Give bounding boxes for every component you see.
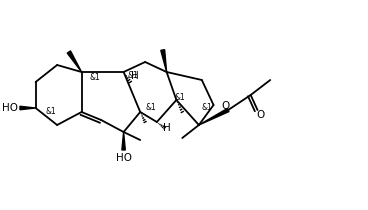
Text: &1: &1: [128, 71, 138, 80]
Polygon shape: [20, 106, 36, 110]
Text: &1: &1: [89, 74, 100, 83]
Text: HO: HO: [116, 153, 132, 163]
Polygon shape: [199, 108, 229, 125]
Text: HO: HO: [2, 103, 18, 113]
Text: &1: &1: [145, 104, 156, 113]
Text: H: H: [131, 71, 139, 81]
Polygon shape: [67, 51, 82, 72]
Text: &1: &1: [174, 93, 185, 102]
Text: H: H: [163, 123, 170, 133]
Text: O: O: [221, 101, 229, 111]
Text: &1: &1: [202, 104, 213, 113]
Text: &1: &1: [45, 108, 56, 117]
Polygon shape: [122, 132, 125, 150]
Polygon shape: [161, 50, 167, 72]
Text: O: O: [256, 110, 265, 120]
